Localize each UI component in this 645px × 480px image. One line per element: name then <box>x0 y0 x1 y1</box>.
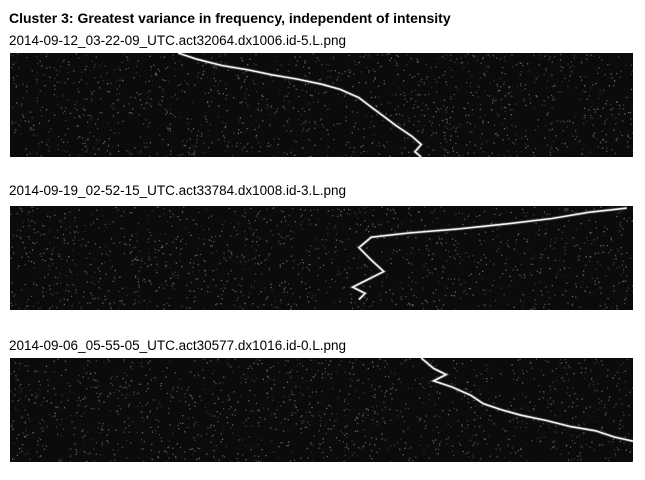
spectrogram-noise <box>10 206 633 310</box>
spectrogram-svg-3 <box>10 358 633 462</box>
spectrogram-background <box>10 206 633 310</box>
spectrogram-image-1[interactable] <box>10 53 633 157</box>
page-title: Cluster 3: Greatest variance in frequenc… <box>9 10 451 26</box>
signal-trace <box>420 358 633 442</box>
spectrogram-noise <box>10 358 633 462</box>
spectrogram-caption-3: 2014-09-06_05-55-05_UTC.act30577.dx1016.… <box>9 338 346 353</box>
spectrogram-image-3[interactable] <box>10 358 633 462</box>
signal-trace <box>177 53 423 157</box>
signal-trace <box>350 207 627 301</box>
spectrogram-noise <box>10 53 633 157</box>
spectrogram-background <box>10 53 633 157</box>
spectrogram-caption-1: 2014-09-12_03-22-09_UTC.act32064.dx1006.… <box>9 33 346 48</box>
spectrogram-svg-2 <box>10 206 633 310</box>
spectrogram-caption-2: 2014-09-19_02-52-15_UTC.act33784.dx1008.… <box>9 183 346 198</box>
spectrogram-svg-1 <box>10 53 633 157</box>
spectrogram-background <box>10 358 633 462</box>
spectrogram-image-2[interactable] <box>10 206 633 310</box>
